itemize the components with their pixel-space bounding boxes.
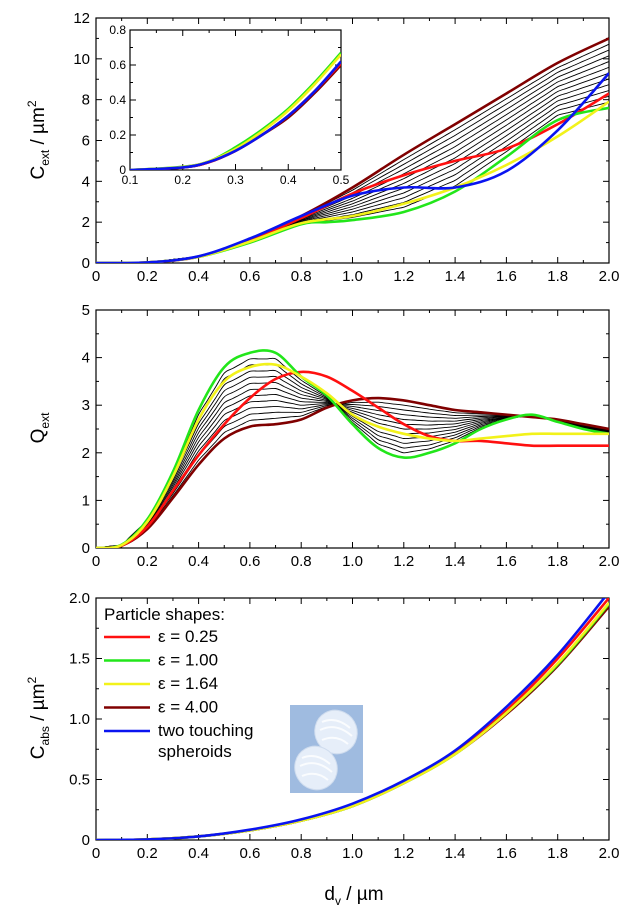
xtick-label: 2.0 [599, 845, 620, 862]
xtick-label: 0.8 [291, 553, 312, 570]
series-line--1-00 [96, 349, 609, 548]
xlabel-dv: dv / µm [324, 884, 383, 908]
xtick-label: 1.4 [445, 553, 466, 570]
xtick-label: 1.8 [547, 268, 568, 285]
xtick-label: 2.0 [599, 553, 620, 570]
xtick-label: 1.2 [393, 845, 414, 862]
ytick-label: 1 [82, 492, 90, 509]
plot-frame-q-ext [95, 309, 610, 549]
xtick-label: 0.4 [188, 553, 209, 570]
ytick-label: 5 [82, 302, 90, 319]
xtick-label: 0.2 [137, 268, 158, 285]
xtick-label: 0 [92, 553, 100, 570]
xtick-label: 0.2 [137, 845, 158, 862]
ytick-label: 0 [82, 255, 90, 272]
ytick-label: 4 [82, 350, 90, 367]
xtick-label: 1.0 [342, 553, 363, 570]
ytick-label: 2 [82, 445, 90, 462]
series-line--1-64 [96, 362, 609, 548]
series-group [96, 349, 609, 548]
xtick-label: 1.4 [445, 268, 466, 285]
ytick-label: 10 [73, 51, 90, 68]
panel-c-abs: 0 0.2 0.4 0.6 0.8 1.0 1.2 1.4 1.6 1.8 2.0 0 0.5 1.0 1.… [69, 590, 619, 862]
xtick-label: 0.2 [137, 553, 158, 570]
legend-label: ε = 1.00 [158, 651, 218, 670]
legend-label: ε = 0.25 [158, 627, 218, 646]
legend-label: ε = 4.00 [158, 698, 218, 717]
ytick-label: 2.0 [69, 590, 90, 607]
ylabel-q-ext: Qext [28, 412, 52, 443]
series-line-intermediate [96, 357, 609, 548]
ytick-label: 1.0 [69, 711, 90, 728]
series-line-two-touching-spheroids [130, 60, 341, 170]
xtick-label: 1.0 [342, 268, 363, 285]
ytick-label: 3 [82, 397, 90, 414]
series-line-two-touching-spheroids [96, 598, 606, 840]
spheroid-upper-shading [319, 719, 353, 745]
xtick-label: 0.8 [291, 268, 312, 285]
ytick-label: 8 [82, 92, 90, 109]
xtick-label: 0 [92, 268, 100, 285]
xtick-label: 1.6 [496, 268, 517, 285]
ytick-label: 0.5 [69, 772, 90, 789]
xtick-label: 0.4 [280, 173, 297, 187]
series-line-intermediate [96, 381, 609, 548]
ytick-label: 2 [82, 214, 90, 231]
series-line-two-touching-spheroids [96, 72, 609, 263]
series-line--0-25 [96, 370, 609, 548]
ytick-label: 6 [82, 133, 90, 150]
xtick-label: 1.8 [547, 553, 568, 570]
ytick-label: 0.8 [109, 23, 126, 37]
series-group [96, 598, 609, 840]
xtick-label: 0.1 [122, 173, 139, 187]
ytick-label: 0 [82, 832, 90, 849]
xtick-label: 0.6 [239, 268, 260, 285]
legend-label: ε = 1.64 [158, 674, 218, 693]
xtick-label: 0.6 [239, 845, 260, 862]
ytick-label: 0.4 [109, 93, 126, 107]
series-group [96, 37, 609, 263]
xtick-label: 0.3 [227, 173, 244, 187]
xtick-label: 1.2 [393, 268, 414, 285]
series-line-intermediate [96, 387, 609, 548]
inset-c-ext-zoom: 0.1 0.2 0.3 0.4 0.5 0 0.2 0.4 0.6 0.8 [109, 23, 349, 187]
series-group [130, 51, 341, 170]
xtick-label: 0.4 [188, 845, 209, 862]
xtick-label: 1.4 [445, 845, 466, 862]
spheroid-lower-shading [299, 755, 333, 781]
ytick-label: 12 [73, 10, 90, 27]
ytick-label: 4 [82, 173, 90, 190]
xtick-label: 1.6 [496, 845, 517, 862]
xtick-label: 1.6 [496, 553, 517, 570]
ylabel-c-ext: Cext / µm2 [25, 100, 52, 179]
xtick-label: 0.5 [333, 173, 350, 187]
ytick-label: 0.2 [109, 128, 126, 142]
ylabel-c-abs: Cabs / µm2 [25, 676, 52, 759]
xtick-label: 0.8 [291, 845, 312, 862]
legend-label: two touching [158, 721, 253, 740]
xtick-label: 0.6 [239, 553, 260, 570]
legend-title: Particle shapes: [104, 605, 225, 624]
ytick-label: 0 [82, 540, 90, 557]
xtick-label: 0.2 [174, 173, 191, 187]
xtick-label: 0 [92, 845, 100, 862]
ytick-label: 0.6 [109, 58, 126, 72]
xtick-label: 1.0 [342, 845, 363, 862]
ytick-label: 1.5 [69, 651, 90, 668]
panel-q-ext: 0 0.2 0.4 0.6 0.8 1.0 1.2 1.4 1.6 1.8 2.0 0 1 2 3 4 5 [82, 302, 620, 570]
spheroids-image [290, 705, 363, 793]
xtick-label: 0.4 [188, 268, 209, 285]
xtick-label: 1.2 [393, 553, 414, 570]
legend-label-line2: spheroids [158, 742, 232, 761]
xtick-label: 1.8 [547, 845, 568, 862]
ytick-label: 0 [119, 163, 126, 177]
xtick-label: 2.0 [599, 268, 620, 285]
legend: Particle shapes: ε = 0.25 ε = 1.00 ε = 1.6… [104, 605, 253, 761]
panel-c-ext: 0 0.2 0.4 0.6 0.8 1.0 1.2 1.4 1.6 1.8 2.0 0 2 4 6 8 10 12 [73, 10, 619, 285]
series-line-intermediate [96, 369, 609, 548]
